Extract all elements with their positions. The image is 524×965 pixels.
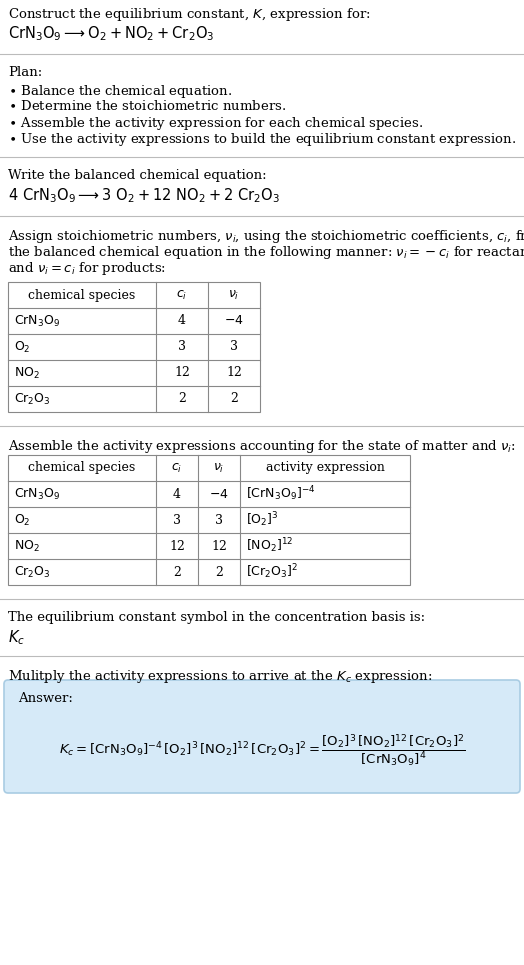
Text: $\mathrm{CrN_3O_9}$: $\mathrm{CrN_3O_9}$ <box>14 314 60 328</box>
Text: $\mathrm{NO_2}$: $\mathrm{NO_2}$ <box>14 538 40 554</box>
Text: The equilibrium constant symbol in the concentration basis is:: The equilibrium constant symbol in the c… <box>8 611 425 624</box>
Text: $-4$: $-4$ <box>209 487 229 501</box>
Text: $4\ \mathrm{CrN_3O_9} \longrightarrow 3\ \mathrm{O_2} + 12\ \mathrm{NO_2} + 2\ \: $4\ \mathrm{CrN_3O_9} \longrightarrow 3\… <box>8 186 280 205</box>
Text: $K_c = [\mathrm{CrN_3O_9}]^{-4}\,[\mathrm{O_2}]^3\,[\mathrm{NO_2}]^{12}\,[\mathr: $K_c = [\mathrm{CrN_3O_9}]^{-4}\,[\mathr… <box>59 732 465 768</box>
Text: $c_i$: $c_i$ <box>177 289 188 301</box>
Text: chemical species: chemical species <box>28 461 136 475</box>
Text: $\bullet$ Assemble the activity expression for each chemical species.: $\bullet$ Assemble the activity expressi… <box>8 115 423 132</box>
Text: $\mathrm{CrN_3O_9} \longrightarrow \mathrm{O_2 + NO_2 + Cr_2O_3}$: $\mathrm{CrN_3O_9} \longrightarrow \math… <box>8 24 214 42</box>
Text: 2: 2 <box>230 393 238 405</box>
Text: $[\mathrm{Cr_2O_3}]^2$: $[\mathrm{Cr_2O_3}]^2$ <box>246 563 298 581</box>
Text: $\mathrm{NO_2}$: $\mathrm{NO_2}$ <box>14 366 40 380</box>
Text: $\mathrm{Cr_2O_3}$: $\mathrm{Cr_2O_3}$ <box>14 565 51 580</box>
Text: 12: 12 <box>226 367 242 379</box>
Text: 4: 4 <box>173 487 181 501</box>
Bar <box>8 455 410 585</box>
Text: Write the balanced chemical equation:: Write the balanced chemical equation: <box>8 169 267 182</box>
Text: 3: 3 <box>178 341 186 353</box>
Text: $\nu_i$: $\nu_i$ <box>228 289 239 301</box>
Text: 2: 2 <box>178 393 186 405</box>
Bar <box>8 282 260 412</box>
Text: $\bullet$ Determine the stoichiometric numbers.: $\bullet$ Determine the stoichiometric n… <box>8 99 286 113</box>
Text: $[\mathrm{CrN_3O_9}]^{-4}$: $[\mathrm{CrN_3O_9}]^{-4}$ <box>246 484 315 504</box>
Text: 12: 12 <box>174 367 190 379</box>
Text: Answer:: Answer: <box>18 692 73 705</box>
Text: 2: 2 <box>173 565 181 578</box>
FancyBboxPatch shape <box>4 680 520 793</box>
Text: 12: 12 <box>211 539 227 553</box>
Text: Assemble the activity expressions accounting for the state of matter and $\nu_i$: Assemble the activity expressions accoun… <box>8 438 516 455</box>
Text: $\mathrm{O_2}$: $\mathrm{O_2}$ <box>14 512 30 528</box>
Text: 3: 3 <box>215 513 223 527</box>
Text: 3: 3 <box>230 341 238 353</box>
Text: activity expression: activity expression <box>266 461 385 475</box>
Text: Plan:: Plan: <box>8 66 42 79</box>
Text: chemical species: chemical species <box>28 289 136 301</box>
Text: Construct the equilibrium constant, $K$, expression for:: Construct the equilibrium constant, $K$,… <box>8 6 370 23</box>
Text: 12: 12 <box>169 539 185 553</box>
Text: Mulitply the activity expressions to arrive at the $K_c$ expression:: Mulitply the activity expressions to arr… <box>8 668 432 685</box>
Text: $\nu_i$: $\nu_i$ <box>213 461 225 475</box>
Text: $\mathrm{CrN_3O_9}$: $\mathrm{CrN_3O_9}$ <box>14 486 60 502</box>
Text: 3: 3 <box>173 513 181 527</box>
Text: 4: 4 <box>178 315 186 327</box>
Text: $\bullet$ Use the activity expressions to build the equilibrium constant express: $\bullet$ Use the activity expressions t… <box>8 131 516 148</box>
Text: $c_i$: $c_i$ <box>171 461 183 475</box>
Text: $-4$: $-4$ <box>224 315 244 327</box>
Text: Assign stoichiometric numbers, $\nu_i$, using the stoichiometric coefficients, $: Assign stoichiometric numbers, $\nu_i$, … <box>8 228 524 245</box>
Text: 2: 2 <box>215 565 223 578</box>
Text: and $\nu_i = c_i$ for products:: and $\nu_i = c_i$ for products: <box>8 260 166 277</box>
Text: the balanced chemical equation in the following manner: $\nu_i = -c_i$ for react: the balanced chemical equation in the fo… <box>8 244 524 261</box>
Text: $[\mathrm{O_2}]^3$: $[\mathrm{O_2}]^3$ <box>246 510 279 530</box>
Text: $K_c$: $K_c$ <box>8 628 25 647</box>
Text: $\mathrm{O_2}$: $\mathrm{O_2}$ <box>14 340 30 354</box>
Text: $\mathrm{Cr_2O_3}$: $\mathrm{Cr_2O_3}$ <box>14 392 51 406</box>
Text: $\bullet$ Balance the chemical equation.: $\bullet$ Balance the chemical equation. <box>8 83 233 100</box>
Text: $[\mathrm{NO_2}]^{12}$: $[\mathrm{NO_2}]^{12}$ <box>246 537 293 555</box>
